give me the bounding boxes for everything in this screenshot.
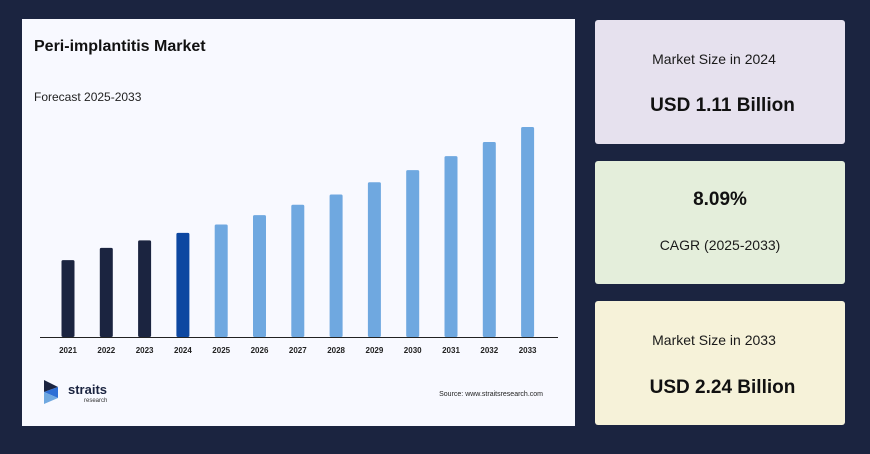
bar-2026 [253, 215, 266, 337]
x-tick-label-2022: 2022 [97, 346, 115, 355]
bar-2030 [406, 170, 420, 337]
cagr-label: CAGR (2025-2033) [659, 237, 781, 253]
x-tick-label-2023: 2023 [136, 346, 154, 355]
x-tick-label-2021: 2021 [59, 346, 77, 355]
straits-logo-icon [44, 380, 58, 404]
bar-2024 [176, 232, 190, 337]
x-tick-label-2033: 2033 [519, 346, 537, 355]
market-size-2033-value: USD 2.24 Billion [649, 377, 796, 398]
x-tick-label-2029: 2029 [366, 346, 384, 355]
source-note: Source: www.straitsresearch.com [439, 391, 543, 398]
bar-2022 [99, 247, 113, 337]
x-tick-label-2030: 2030 [404, 346, 422, 355]
logo-subtitle: research [84, 398, 108, 404]
x-tick-label-2024: 2024 [174, 346, 192, 355]
bar-2028 [329, 194, 343, 337]
bar-2027 [291, 204, 305, 337]
bar-2029 [367, 182, 381, 337]
logo-name: straits [68, 382, 108, 397]
bar-2023 [138, 240, 152, 337]
x-tick-label-2027: 2027 [289, 346, 307, 355]
bar-2021 [61, 260, 75, 337]
x-tick-label-2031: 2031 [442, 346, 460, 355]
market-size-2024-label: Market Size in 2024 [652, 51, 776, 67]
cagr-card: 8.09% CAGR (2025-2033) [595, 161, 845, 284]
market-size-2024-card: Market Size in 2024 USD 1.11 Billion [595, 20, 845, 144]
x-tick-label-2032: 2032 [480, 346, 498, 355]
chart-title: Peri-implantitis Market [34, 38, 206, 55]
cagr-value: 8.09% [693, 189, 747, 210]
market-size-2033-card: Market Size in 2033 USD 2.24 Billion [595, 301, 845, 425]
bar-2025 [214, 224, 228, 337]
market-size-2024-value: USD 1.11 Billion [650, 95, 795, 116]
market-size-2033-label: Market Size in 2033 [652, 332, 776, 348]
bar-chart: 2021 2022 2023 2024 2025 2026 2027 2028 2029 2030… [40, 127, 558, 355]
chart-subtitle: Forecast 2025-2033 [34, 90, 142, 104]
x-tick-label-2025: 2025 [212, 346, 230, 355]
bar-2032 [482, 142, 496, 337]
chart-panel: Peri-implantitis Market Forecast 2025-20… [22, 19, 575, 426]
x-tick-label-2028: 2028 [327, 346, 345, 355]
x-tick-label-2026: 2026 [251, 346, 269, 355]
bar-2033 [521, 127, 535, 337]
bar-2031 [444, 156, 458, 337]
